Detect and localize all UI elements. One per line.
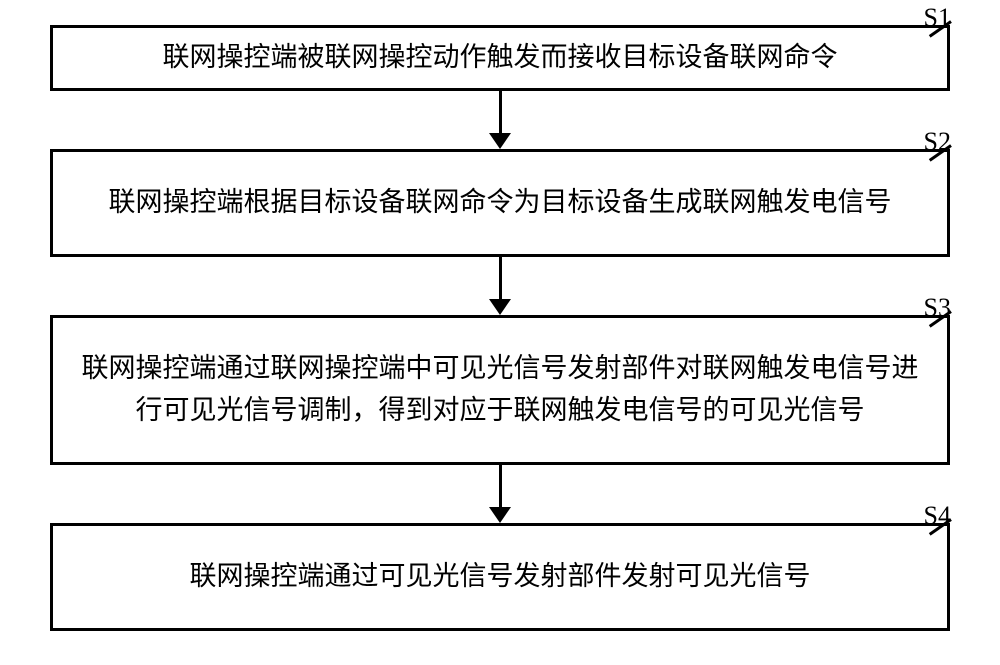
step-label-s1: S1: [924, 0, 951, 38]
arrow-line: [499, 257, 502, 300]
step-box-s3: S3 联网操控端通过联网操控端中可见光信号发射部件对联网触发电信号进行可见光信号…: [50, 315, 950, 465]
arrow-s2-s3: [32, 257, 968, 315]
step-text-s3: 联网操控端通过联网操控端中可见光信号发射部件对联网触发电信号进行可见光信号调制，…: [73, 348, 927, 432]
step-s3-wrap: S3 联网操控端通过联网操控端中可见光信号发射部件对联网触发电信号进行可见光信号…: [32, 315, 968, 465]
step-text-s2: 联网操控端根据目标设备联网命令为目标设备生成联网触发电信号: [109, 182, 892, 224]
arrow-s1-s2: [32, 91, 968, 149]
step-s4-wrap: S4 联网操控端通过可见光信号发射部件发射可见光信号: [32, 523, 968, 631]
flowchart-container: S1 联网操控端被联网操控动作触发而接收目标设备联网命令 S2 联网操控端根据目…: [32, 25, 968, 631]
step-text-s1: 联网操控端被联网操控动作触发而接收目标设备联网命令: [163, 37, 838, 79]
step-label-s2: S2: [924, 122, 951, 162]
step-s2-wrap: S2 联网操控端根据目标设备联网命令为目标设备生成联网触发电信号: [32, 149, 968, 257]
step-box-s2: S2 联网操控端根据目标设备联网命令为目标设备生成联网触发电信号: [50, 149, 950, 257]
arrow-s3-s4: [32, 465, 968, 523]
arrow-head-icon: [489, 507, 511, 523]
step-box-s1: S1 联网操控端被联网操控动作触发而接收目标设备联网命令: [50, 25, 950, 91]
step-box-s4: S4 联网操控端通过可见光信号发射部件发射可见光信号: [50, 523, 950, 631]
step-s1-wrap: S1 联网操控端被联网操控动作触发而接收目标设备联网命令: [32, 25, 968, 91]
arrow-head-icon: [489, 299, 511, 315]
step-text-s4: 联网操控端通过可见光信号发射部件发射可见光信号: [190, 556, 811, 598]
step-label-s4: S4: [924, 496, 951, 536]
arrow-line: [499, 465, 502, 508]
arrow-head-icon: [489, 133, 511, 149]
step-label-s3: S3: [924, 288, 951, 328]
arrow-line: [499, 91, 502, 134]
